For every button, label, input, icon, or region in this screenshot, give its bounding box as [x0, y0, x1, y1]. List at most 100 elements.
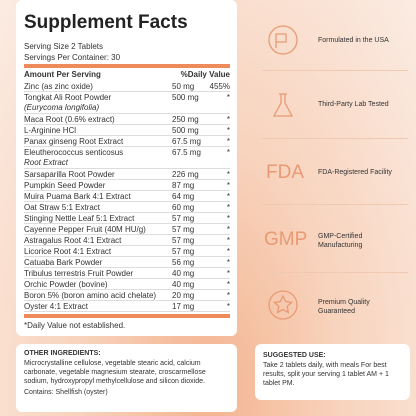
ingredient-amount: 40 mg: [172, 280, 195, 289]
badge-label: Third-Party Lab Tested: [318, 101, 389, 108]
badge-label: Formulated in the USA: [318, 37, 389, 44]
ingredient-dv: *: [226, 247, 230, 256]
other-card: OTHER INGREDIENTS: Microcrystalline cell…: [16, 344, 237, 412]
ingredient-dv: 455%: [209, 82, 230, 91]
ingredient-dv: *: [226, 302, 230, 311]
ingredient-amount: 67.5 mg: [172, 137, 201, 146]
ingredient-amount: 20 mg: [172, 291, 195, 300]
dv-header: %Daily Value: [180, 70, 230, 79]
ingredient-name: Orchic Powder (bovine): [24, 280, 108, 289]
ingredient-name: Pumpkin Seed Powder: [24, 181, 106, 190]
use-card: SUGGESTED USE: Take 2 tablets daily, wit…: [255, 344, 410, 400]
ingredient-amount: 226 mg: [172, 170, 199, 179]
lab-icon: [272, 93, 294, 117]
ingredient-dv: *: [226, 170, 230, 179]
ingredient-sub: Root Extract: [24, 158, 69, 167]
divider: [262, 272, 408, 273]
divider: [262, 204, 408, 205]
ingredient-dv: *: [226, 203, 230, 212]
divider: [262, 138, 408, 139]
amount-header: Amount Per Serving: [24, 70, 101, 79]
gmp-icon: GMP: [264, 229, 308, 250]
fact-row: Zinc (as zinc oxide) 50 mg 455%: [24, 81, 230, 92]
ingredient-name: Oat Straw 5:1 Extract: [24, 203, 101, 212]
ingredient-dv: *: [226, 291, 230, 300]
usa-icon: [268, 25, 298, 55]
ingredient-dv: *: [226, 214, 230, 223]
ingredient-amount: 60 mg: [172, 203, 195, 212]
ingredient-name: Panax ginseng Root Extract: [24, 137, 124, 146]
fact-row: Oat Straw 5:1 Extract 60 mg *: [24, 202, 230, 213]
quality-icon: [268, 290, 298, 320]
serving-size: Serving Size 2 Tablets: [24, 42, 104, 51]
ingredient-name: Stinging Nettle Leaf 5:1 Extract: [24, 214, 135, 223]
ingredient-dv: *: [226, 269, 230, 278]
ingredient-amount: 40 mg: [172, 269, 195, 278]
ingredient-amount: 17 mg: [172, 302, 195, 311]
ingredient-name: Sarsaparilla Root Powder: [24, 170, 115, 179]
ingredient-dv: *: [226, 192, 230, 201]
ingredient-name: Boron 5% (boron amino acid chelate): [24, 291, 157, 300]
ingredient-dv: *: [226, 258, 230, 267]
ingredient-amount: 57 mg: [172, 236, 195, 245]
contains: Contains: Shellfish (oyster): [24, 389, 108, 396]
ingredient-dv: *: [226, 93, 230, 102]
fact-row: Astragalus Root 4:1 Extract 57 mg *: [24, 235, 230, 246]
ingredient-name: Eleutherococcus senticosus: [24, 148, 124, 157]
ingredient-name: Licorice Root 4:1 Extract: [24, 247, 112, 256]
ingredient-amount: 57 mg: [172, 225, 195, 234]
ingredient-name: Maca Root (0.6% extract): [24, 115, 115, 124]
rule: [24, 64, 230, 68]
ingredient-amount: 250 mg: [172, 115, 199, 124]
ingredient-name: Tribulus terrestris Fruit Powder: [24, 269, 134, 278]
use-text: Take 2 tablets daily, with meals For bes…: [263, 362, 389, 387]
fact-row: L-Arginine HCl 500 mg *: [24, 125, 230, 136]
badge-label: GMP-Certified Manufacturing: [318, 233, 363, 249]
facts-title: Supplement Facts: [24, 12, 188, 33]
servings: Servings Per Container: 30: [24, 53, 121, 62]
ingredient-sub: (Eurycoma longifolia): [24, 103, 100, 112]
ingredient-name: L-Arginine HCl: [24, 126, 77, 135]
fact-row: Tribulus terrestris Fruit Powder 40 mg *: [24, 268, 230, 279]
badge-label: Premium Quality Guaranteed: [318, 299, 370, 315]
ingredient-amount: 56 mg: [172, 258, 195, 267]
ingredient-amount: 57 mg: [172, 247, 195, 256]
fact-row: Stinging Nettle Leaf 5:1 Extract 57 mg *: [24, 213, 230, 224]
fact-row: Pumpkin Seed Powder 87 mg *: [24, 180, 230, 191]
ingredient-name: Oyster 4:1 Extract: [24, 302, 89, 311]
ingredient-dv: *: [226, 236, 230, 245]
ingredient-name: Cayenne Pepper Fruit (40M HU/g): [24, 225, 146, 234]
fact-row: Muira Puama Bark 4:1 Extract 64 mg *: [24, 191, 230, 202]
ingredient-amount: 64 mg: [172, 192, 195, 201]
usa-icon: [275, 33, 287, 48]
ingredient-amount: 50 mg: [172, 82, 195, 91]
fact-row: Cayenne Pepper Fruit (40M HU/g) 57 mg *: [24, 224, 230, 235]
fact-row: Panax ginseng Root Extract 67.5 mg *: [24, 136, 230, 147]
ingredient-amount: 87 mg: [172, 181, 195, 190]
ingredient-dv: *: [226, 225, 230, 234]
ingredient-name: Zinc (as zinc oxide): [24, 82, 93, 91]
ingredient-dv: *: [226, 280, 230, 289]
other-heading: OTHER INGREDIENTS:: [24, 350, 101, 357]
quality-icon: [272, 294, 294, 314]
use-heading: SUGGESTED USE:: [263, 352, 326, 359]
divider: [262, 70, 408, 71]
ingredient-dv: *: [226, 115, 230, 124]
ingredient-dv: *: [226, 126, 230, 135]
fact-row: Boron 5% (boron amino acid chelate) 20 mg…: [24, 290, 230, 301]
ingredient-amount: 500 mg: [172, 126, 199, 135]
ingredient-dv: *: [226, 181, 230, 190]
ingredient-name: Muira Puama Bark 4:1 Extract: [24, 192, 131, 201]
fact-row: Sarsaparilla Root Powder 226 mg *: [24, 169, 230, 180]
ingredient-name: Astragalus Root 4:1 Extract: [24, 236, 122, 245]
fact-row: Catuaba Bark Powder 56 mg *: [24, 257, 230, 268]
ingredient-amount: 500 mg: [172, 93, 199, 102]
fact-row: Tongkat Ali Root Powder (Eurycoma longifo…: [24, 92, 230, 114]
fact-row: Licorice Root 4:1 Extract 57 mg *: [24, 246, 230, 257]
ingredient-name: Tongkat Ali Root Powder: [24, 93, 112, 102]
fact-row: Eleutherococcus senticosus Root Extract 67…: [24, 147, 230, 169]
fact-row: Oyster 4:1 Extract 17 mg *: [24, 301, 230, 312]
ingredient-dv: *: [226, 137, 230, 146]
ingredient-amount: 57 mg: [172, 214, 195, 223]
